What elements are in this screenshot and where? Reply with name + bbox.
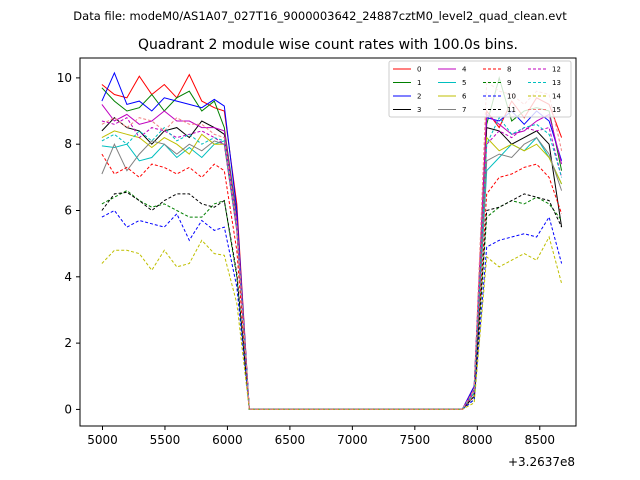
legend-label-7: 7 xyxy=(462,106,466,114)
series-line-12 xyxy=(101,117,563,410)
legend-label-4: 4 xyxy=(462,66,467,74)
plot-frame xyxy=(79,57,577,427)
x-tick-label: 7000 xyxy=(337,433,368,447)
legend-label-8: 8 xyxy=(507,66,511,74)
y-tick-label: 6 xyxy=(64,204,72,218)
x-offset-label: +3.2637e8 xyxy=(508,455,575,469)
series-line-2 xyxy=(101,71,563,410)
series-line-5 xyxy=(101,136,563,410)
legend-label-15: 15 xyxy=(552,106,561,114)
x-tick-label: 7500 xyxy=(400,433,431,447)
series-line-4 xyxy=(101,104,563,410)
plot-area xyxy=(101,71,563,410)
series-line-0 xyxy=(101,73,563,410)
x-tick-label: 8500 xyxy=(524,433,555,447)
legend-label-5: 5 xyxy=(462,79,466,87)
series-line-11 xyxy=(101,191,563,410)
legend-box xyxy=(388,60,572,118)
y-tick-label: 8 xyxy=(64,137,72,151)
x-tick-label: 6500 xyxy=(275,433,306,447)
x-tick-label: 8000 xyxy=(462,433,493,447)
y-tick-label: 4 xyxy=(64,270,72,284)
series-line-1 xyxy=(101,76,563,410)
series-line-13 xyxy=(101,116,563,410)
legend-label-14: 14 xyxy=(552,93,561,101)
x-tick-label: 5500 xyxy=(150,433,181,447)
chart-suptitle: Data file: modeM0/AS1A07_027T16_90000036… xyxy=(73,9,567,23)
x-tick-label: 5000 xyxy=(87,433,118,447)
series-line-8 xyxy=(101,153,563,410)
y-tick-label: 2 xyxy=(64,336,72,350)
series-line-7 xyxy=(101,136,563,410)
chart-title: Quadrant 2 module wise count rates with … xyxy=(138,37,518,53)
legend-label-6: 6 xyxy=(462,93,467,101)
legend-label-12: 12 xyxy=(552,66,561,74)
x-tick-label: 6000 xyxy=(212,433,243,447)
legend-label-2: 2 xyxy=(417,93,421,101)
series-line-3 xyxy=(101,117,563,410)
series-line-14 xyxy=(101,235,563,410)
legend-label-3: 3 xyxy=(417,106,421,114)
series-line-9 xyxy=(101,190,562,410)
legend-label-1: 1 xyxy=(417,79,421,87)
y-tick-label: 10 xyxy=(57,71,72,85)
legend-label-10: 10 xyxy=(507,93,516,101)
y-tick-label: 0 xyxy=(64,402,72,416)
series-line-6 xyxy=(101,130,563,410)
legend-label-11: 11 xyxy=(507,106,516,114)
legend-label-13: 13 xyxy=(552,79,561,87)
series-line-10 xyxy=(101,209,563,410)
legend-label-0: 0 xyxy=(417,66,421,74)
legend-label-9: 9 xyxy=(507,79,511,87)
